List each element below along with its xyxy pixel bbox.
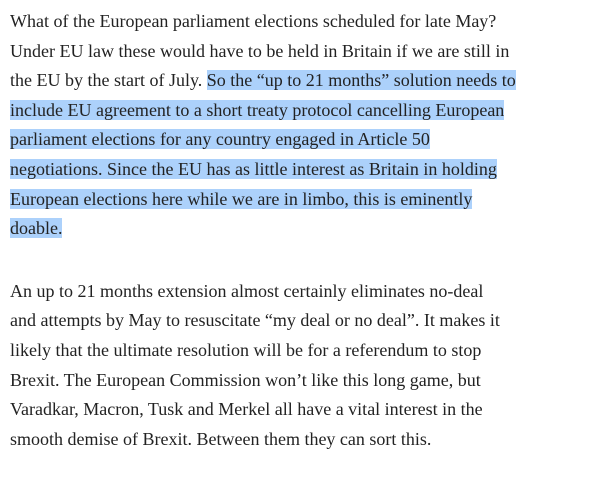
text-line: and attempts by May to resuscitate “my d… bbox=[10, 306, 596, 336]
highlighted-text: include EU agreement to a short treaty p… bbox=[10, 99, 505, 120]
text-line: An up to 21 months extension almost cert… bbox=[10, 277, 596, 307]
article-body: What of the European parliament election… bbox=[10, 7, 596, 455]
highlighted-text: European elections here while we are in … bbox=[10, 188, 473, 209]
highlighted-text: parliament elections for any country eng… bbox=[10, 129, 430, 150]
text-line: smooth demise of Brexit. Between them th… bbox=[10, 425, 596, 455]
text-span: Varadkar, Macron, Tusk and Merkel all ha… bbox=[10, 399, 483, 420]
highlighted-text: doable. bbox=[10, 218, 63, 239]
text-span: likely that the ultimate resolution will… bbox=[10, 339, 482, 360]
text-line: include EU agreement to a short treaty p… bbox=[10, 96, 596, 126]
text-line: Varadkar, Macron, Tusk and Merkel all ha… bbox=[10, 395, 596, 425]
text-span: Under EU law these would have to be held… bbox=[10, 40, 510, 61]
text-line: doable. bbox=[10, 214, 596, 244]
paragraph: An up to 21 months extension almost cert… bbox=[10, 277, 596, 455]
text-line: Under EU law these would have to be held… bbox=[10, 37, 596, 67]
highlighted-text: negotiations. Since the EU has as little… bbox=[10, 158, 497, 179]
text-line: likely that the ultimate resolution will… bbox=[10, 336, 596, 366]
text-line: European elections here while we are in … bbox=[10, 185, 596, 215]
text-span: An up to 21 months extension almost cert… bbox=[10, 280, 484, 301]
paragraph: What of the European parliament election… bbox=[10, 7, 596, 244]
highlighted-text: So the “up to 21 months” solution needs … bbox=[206, 70, 516, 91]
text-line: negotiations. Since the EU has as little… bbox=[10, 155, 596, 185]
text-line: What of the European parliament election… bbox=[10, 7, 596, 37]
text-span: smooth demise of Brexit. Between them th… bbox=[10, 428, 432, 449]
text-span: and attempts by May to resuscitate “my d… bbox=[10, 310, 500, 331]
text-line: parliament elections for any country eng… bbox=[10, 125, 596, 155]
text-line: Brexit. The European Commission won’t li… bbox=[10, 366, 596, 396]
text-line: the EU by the start of July. So the “up … bbox=[10, 66, 596, 96]
text-span: the EU by the start of July. bbox=[10, 70, 207, 91]
text-span: Brexit. The European Commission won’t li… bbox=[10, 369, 481, 390]
text-span: What of the European parliament election… bbox=[10, 11, 497, 31]
